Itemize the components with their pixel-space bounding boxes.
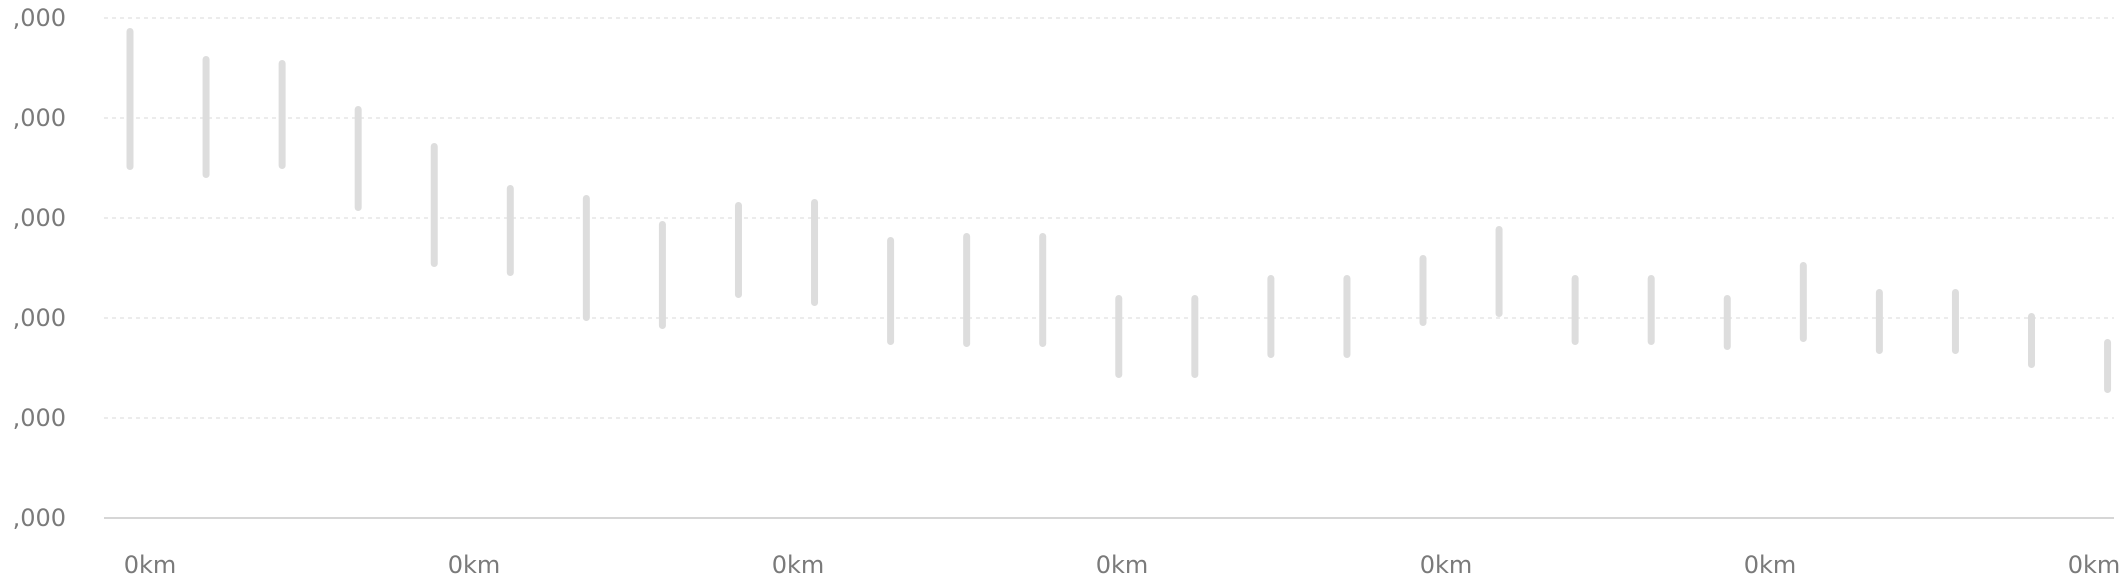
y-tick-labels: ,000 ,000 ,000 ,000 ,000 ,000 xyxy=(13,4,66,532)
range-bar xyxy=(1191,295,1199,378)
x-tick-label: 0km xyxy=(448,551,501,579)
x-tick-label: 0km xyxy=(1744,551,1797,579)
y-tick-label: ,000 xyxy=(13,4,66,32)
range-bar xyxy=(2104,339,2112,393)
range-bar xyxy=(734,202,742,298)
range-bar xyxy=(126,28,134,170)
range-bar xyxy=(1571,275,1579,345)
range-bar xyxy=(1495,226,1503,317)
range-bar xyxy=(887,237,895,345)
range-bar xyxy=(1799,262,1807,342)
range-bar xyxy=(354,106,362,211)
range-bar xyxy=(430,143,438,267)
range-bars xyxy=(126,28,2112,393)
y-tick-label: ,000 xyxy=(13,404,66,432)
x-tick-label: 0km xyxy=(124,551,177,579)
range-bar xyxy=(506,185,514,276)
range-bar xyxy=(963,233,971,347)
range-bar xyxy=(1951,289,1959,354)
range-bar xyxy=(1875,289,1883,354)
range-bar xyxy=(1723,295,1731,350)
y-tick-label: ,000 xyxy=(13,104,66,132)
grid-lines xyxy=(104,17,2114,419)
range-bar xyxy=(658,221,666,329)
x-tick-label: 0km xyxy=(2068,551,2120,579)
range-bar xyxy=(582,195,590,321)
x-tick-label: 0km xyxy=(1096,551,1149,579)
range-bar xyxy=(1267,275,1275,358)
x-tick-labels: 0km 0km 0km 0km 0km 0km 0km xyxy=(124,551,2120,579)
range-bar xyxy=(1343,275,1351,358)
y-tick-label: ,000 xyxy=(13,504,66,532)
y-tick-label: ,000 xyxy=(13,304,66,332)
range-bar xyxy=(202,56,210,178)
x-tick-label: 0km xyxy=(772,551,825,579)
range-bar xyxy=(1647,275,1655,345)
range-bar xyxy=(1419,255,1427,326)
y-tick-label: ,000 xyxy=(13,204,66,232)
range-bar xyxy=(1039,233,1047,347)
range-bar xyxy=(811,199,819,306)
range-bar xyxy=(1115,295,1123,378)
x-tick-label: 0km xyxy=(1420,551,1473,579)
range-bar xyxy=(278,60,286,169)
range-bar xyxy=(2028,313,2035,368)
